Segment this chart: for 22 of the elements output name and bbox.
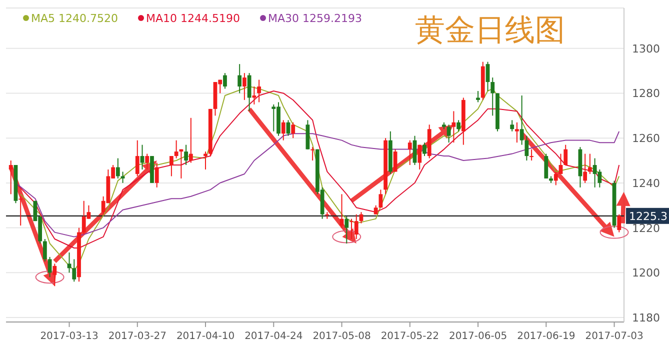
ref-line-label: 1225.3 [629,210,668,223]
x-tick-label: 2017-05-22 [380,331,439,342]
x-tick-label: 2017-03-27 [108,331,166,342]
y-tick-label: 1300 [632,42,660,56]
x-tick-label: 2017-05-08 [312,331,371,342]
ref-line: 1225.3 [6,208,669,224]
title: 黄金日线图 [415,14,565,47]
y-tick-label: 1180 [632,312,660,325]
y-tick-label: 1220 [632,222,660,235]
x-tick-label: 2017-06-19 [517,331,576,342]
legend-label: MA10 1244.5190 [146,12,240,25]
x-tick-label: 2017-04-10 [176,331,235,342]
x-tick-label: 2017-03-13 [40,331,98,342]
y-tick-label: 1240 [632,176,660,190]
y-tick-label: 1280 [632,87,660,100]
y-tick-label: 1200 [632,266,660,280]
y-tick-label: 1260 [632,132,660,146]
legend-label: MA5 1240.7520 [31,12,118,25]
x-tick-label: 2017-04-24 [244,331,303,342]
legend-label: MA30 1259.2193 [268,12,362,25]
x-tick-label: 2017-07-03 [585,331,644,342]
x-tick-label: 2017-06-05 [448,331,508,342]
